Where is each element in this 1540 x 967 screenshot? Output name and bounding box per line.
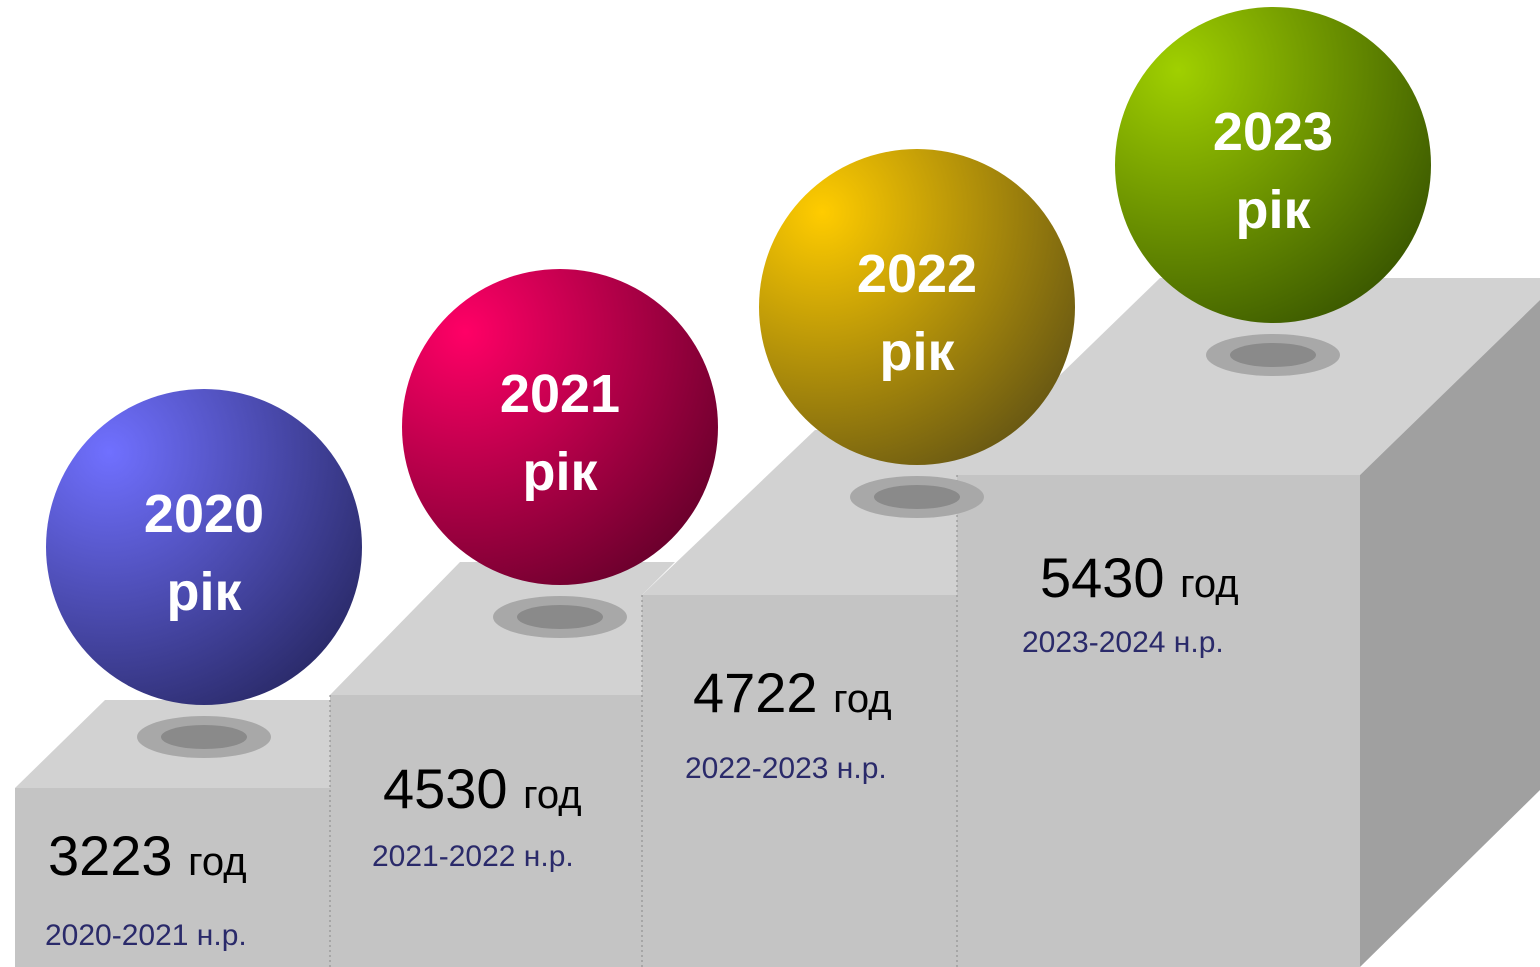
top-face (330, 562, 675, 695)
year-unit: рік (522, 442, 598, 502)
ball-shadow-inner (517, 605, 603, 629)
hours-value: 5430 (1040, 546, 1165, 609)
hours-value: 3223 (48, 824, 173, 887)
hours-value: 4722 (693, 661, 818, 724)
period: 2023-2024 н.р. (1022, 626, 1224, 659)
period: 2022-2023 н.р. (685, 752, 887, 785)
hours-unit: год (833, 677, 891, 721)
year: 2020 (144, 484, 264, 544)
hours-unit: год (1180, 562, 1238, 606)
year: 2022 (857, 244, 977, 304)
year-unit: рік (1235, 180, 1311, 240)
hours-unit: год (188, 840, 246, 884)
year: 2021 (500, 364, 620, 424)
ball-shadow-inner (874, 485, 960, 509)
year: 2023 (1213, 102, 1333, 162)
year-unit: рік (879, 322, 955, 382)
period: 2021-2022 н.р. (372, 840, 574, 873)
ball (402, 269, 718, 585)
hours-unit: год (523, 773, 581, 817)
ball (759, 149, 1075, 465)
ball (1115, 7, 1431, 323)
ball-shadow-inner (1230, 343, 1316, 367)
front-face (330, 695, 642, 967)
ball-shadow-inner (161, 725, 247, 749)
year-unit: рік (166, 562, 242, 622)
infographic: 2020 рік 3223 год 2020-2021 н.р. 2021 рік 4530… (0, 0, 1540, 967)
ball (46, 389, 362, 705)
period: 2020-2021 н.р. (45, 919, 247, 952)
hours-value: 4530 (383, 757, 508, 820)
